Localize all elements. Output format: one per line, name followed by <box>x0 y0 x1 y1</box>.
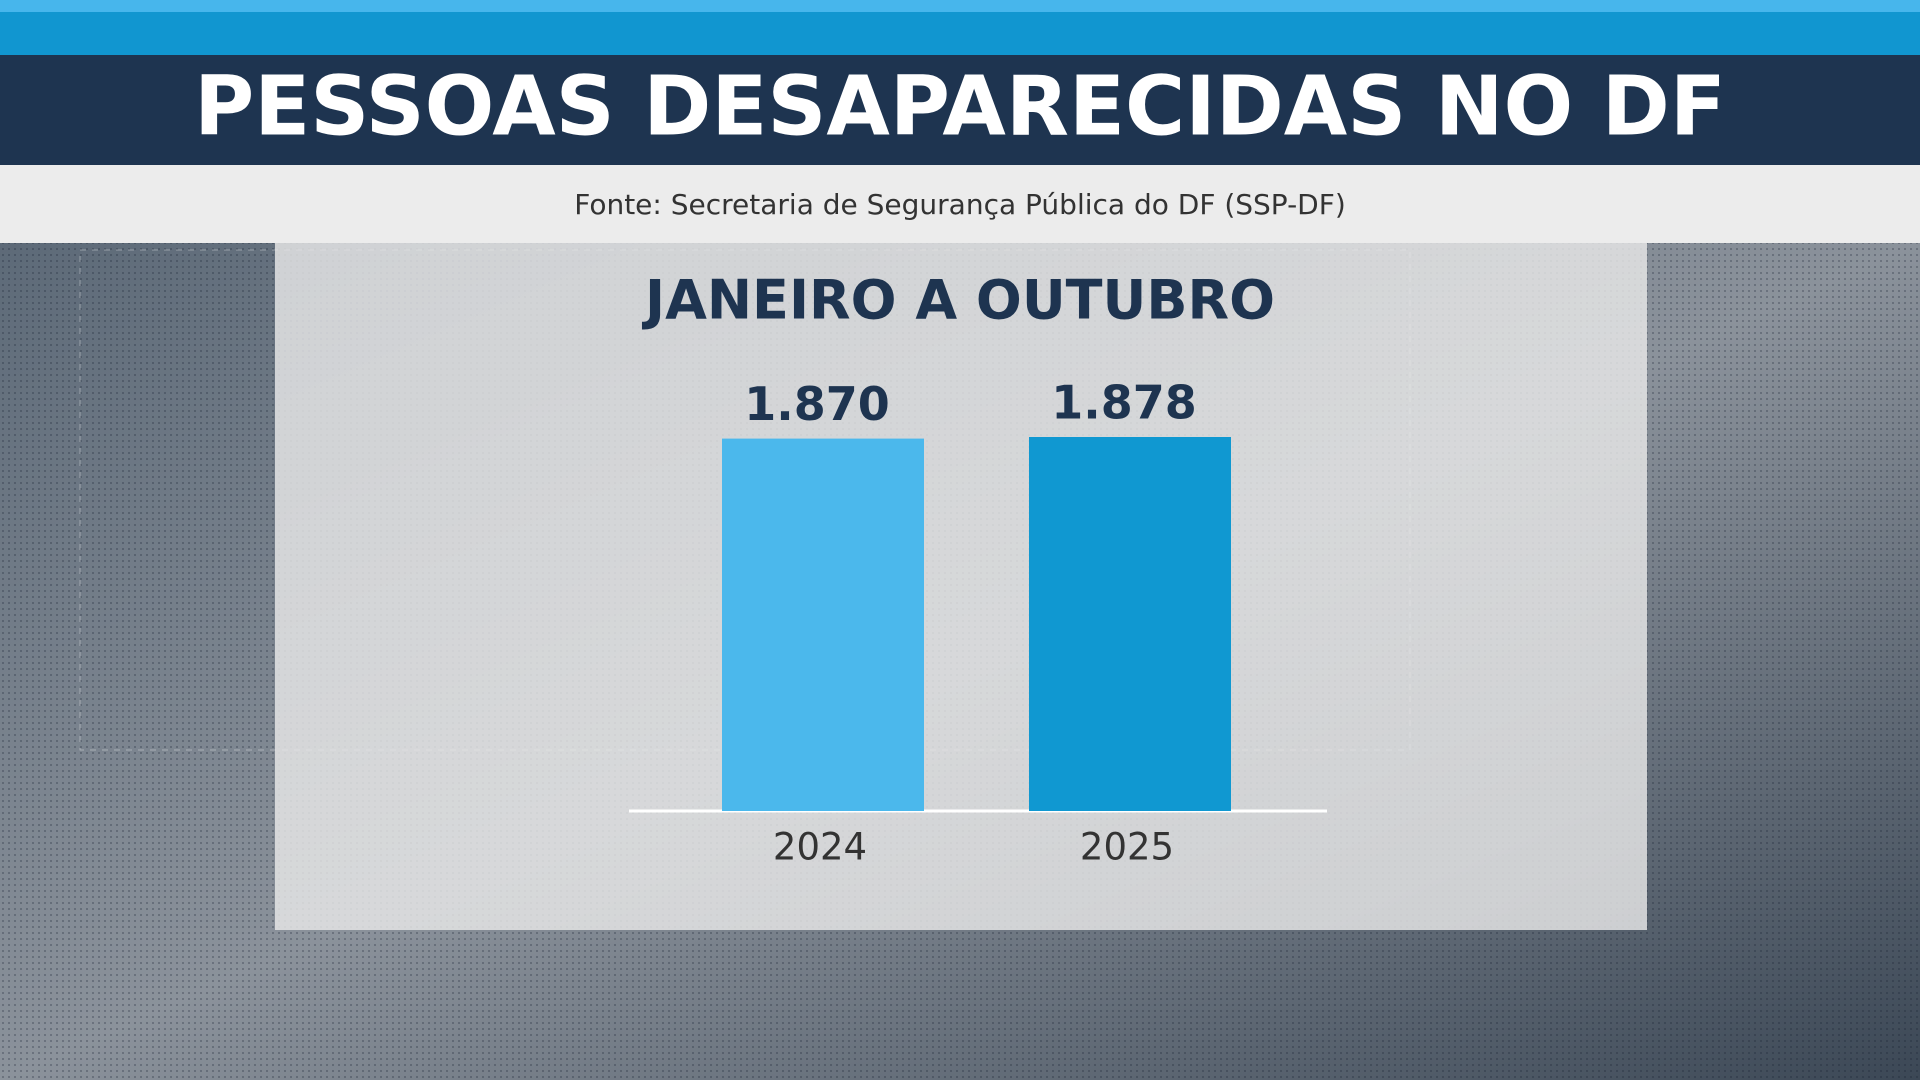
x-tick-label: 2025 <box>1080 826 1174 869</box>
chart-subtitle: Fonte: Secretaria de Segurança Pública d… <box>574 188 1346 221</box>
bar <box>1029 437 1231 811</box>
chart-panel <box>275 243 1647 930</box>
top-stripe <box>0 0 1920 12</box>
title-band <box>0 55 1920 165</box>
value-label: 1.870 <box>744 377 890 431</box>
value-label: 1.878 <box>1051 376 1197 430</box>
x-tick-label: 2024 <box>773 826 867 869</box>
panel-title: JANEIRO A OUTUBRO <box>641 269 1275 332</box>
blue-band <box>0 12 1920 55</box>
chart-title: PESSOAS DESAPARECIDAS NO DF <box>194 59 1726 154</box>
source-band <box>0 165 1920 243</box>
bar <box>722 438 924 811</box>
